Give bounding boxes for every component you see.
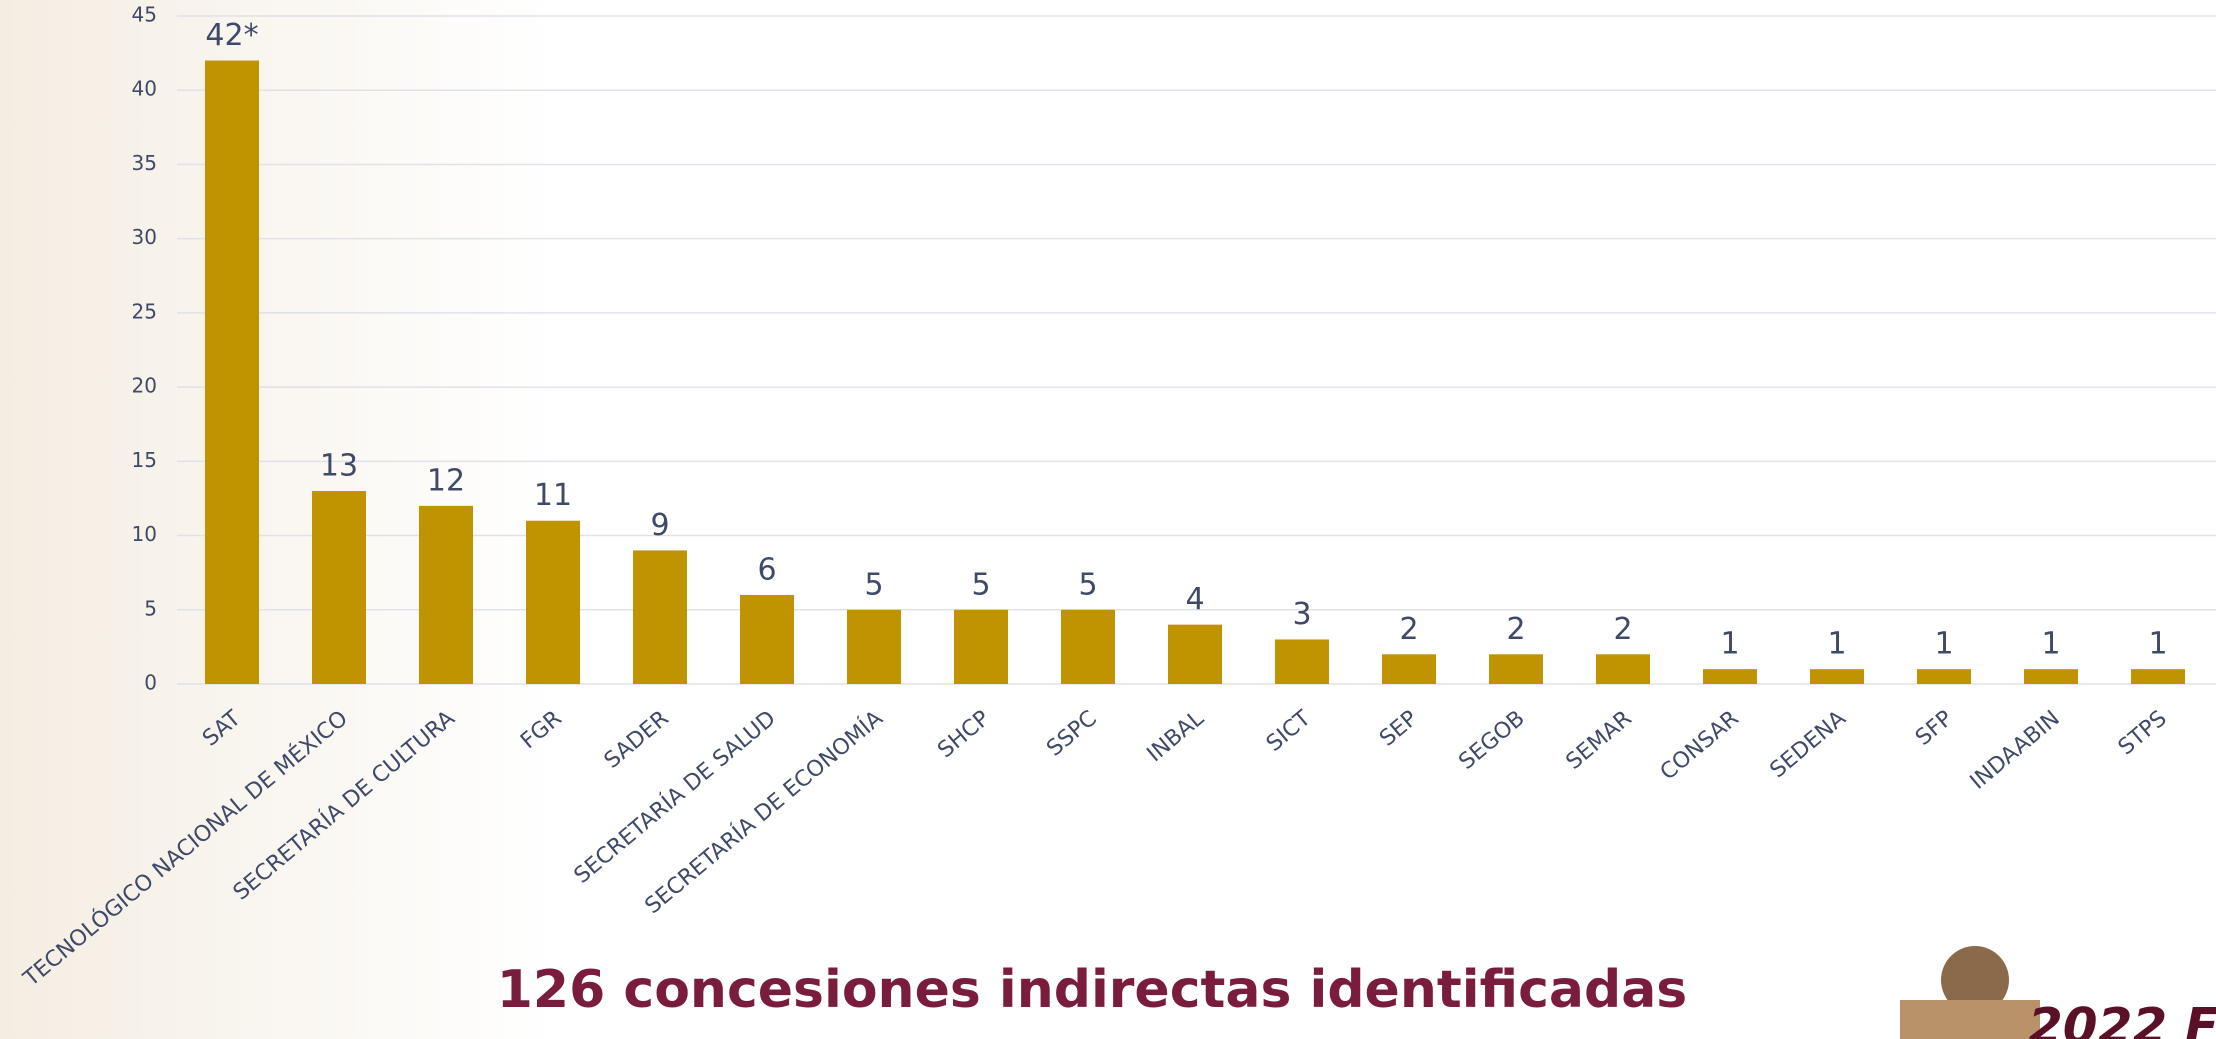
bar <box>2131 669 2185 684</box>
value-label: 1 <box>1934 627 1953 662</box>
bar <box>205 60 259 685</box>
logo-text: 2022 Fl <box>2028 998 2216 1039</box>
value-label: 3 <box>1292 597 1311 632</box>
bar <box>1275 639 1329 684</box>
bar <box>1703 669 1757 684</box>
value-label: 5 <box>971 567 990 602</box>
bar <box>740 594 794 684</box>
bar <box>312 491 366 684</box>
y-tick-label: 45 <box>132 3 157 27</box>
value-label: 5 <box>1078 567 1097 602</box>
bar <box>1596 654 1650 684</box>
value-label: 12 <box>427 463 465 498</box>
bar <box>1061 609 1115 684</box>
bar <box>1382 654 1436 684</box>
y-tick-label: 35 <box>132 151 157 175</box>
bar <box>419 505 473 684</box>
value-label: 2 <box>1613 612 1632 647</box>
bar <box>1489 654 1543 684</box>
value-label: 42* <box>205 18 258 53</box>
value-label: 1 <box>1827 627 1846 662</box>
bar <box>526 520 580 684</box>
bar <box>847 609 901 684</box>
bar <box>1168 624 1222 684</box>
value-label: 2 <box>1506 612 1525 647</box>
value-label: 4 <box>1185 582 1204 617</box>
bar <box>1917 669 1971 684</box>
value-label: 2 <box>1399 612 1418 647</box>
value-label: 1 <box>1720 627 1739 662</box>
value-label: 1 <box>2148 627 2167 662</box>
y-tick-label: 15 <box>132 448 157 472</box>
value-label: 13 <box>320 449 358 484</box>
value-label: 5 <box>864 567 883 602</box>
y-tick-label: 5 <box>144 596 157 620</box>
bar <box>1810 669 1864 684</box>
value-label: 9 <box>650 508 669 543</box>
value-label: 11 <box>534 478 572 513</box>
logo-figure-body <box>1900 1000 2040 1039</box>
value-label: 6 <box>757 552 776 587</box>
y-tick-label: 25 <box>132 299 157 323</box>
bar <box>2024 669 2078 684</box>
logo-figure <box>1941 946 2009 1014</box>
y-tick-label: 10 <box>132 522 157 546</box>
bar <box>633 550 687 684</box>
y-tick-label: 40 <box>132 77 157 101</box>
bar <box>954 609 1008 684</box>
value-label: 1 <box>2041 627 2060 662</box>
y-tick-label: 30 <box>132 225 157 249</box>
y-tick-label: 20 <box>132 374 157 398</box>
y-tick-label: 0 <box>144 671 157 695</box>
chart-title: 126 concesiones indirectas identificadas <box>497 960 1688 1020</box>
